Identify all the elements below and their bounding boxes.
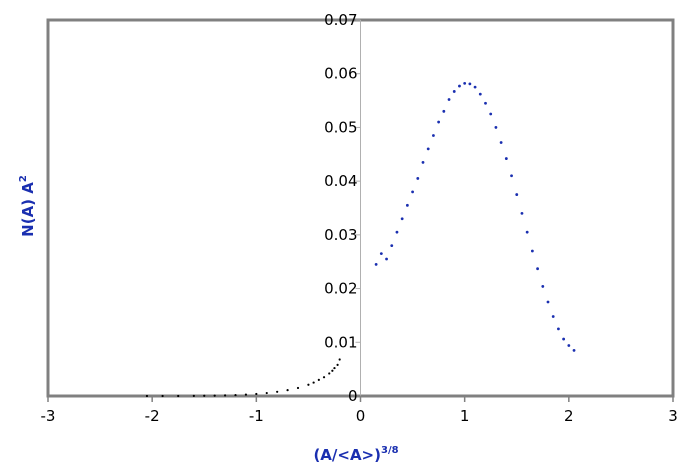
data-point <box>161 394 164 398</box>
data-point <box>525 230 529 234</box>
data-point <box>473 85 477 89</box>
data-point <box>203 394 206 397</box>
data-point <box>234 393 237 397</box>
y-tick-label: 0.02 <box>324 280 357 298</box>
data-point <box>499 141 503 144</box>
x-axis-title-text: (A/<A>) <box>313 446 381 464</box>
data-point <box>426 147 430 151</box>
x-tick-label: 0 <box>356 407 366 425</box>
data-point <box>322 376 326 379</box>
data-point <box>255 392 258 396</box>
data-point <box>562 337 566 341</box>
data-point <box>504 157 508 160</box>
data-point <box>510 174 513 178</box>
data-point <box>374 263 378 266</box>
data-point <box>567 344 571 347</box>
x-tick-label: 2 <box>564 407 574 425</box>
data-point <box>390 244 394 248</box>
data-point <box>468 82 472 86</box>
data-point <box>478 92 482 96</box>
y-axis-title-exponent: 2 <box>18 175 29 182</box>
data-point <box>333 366 336 370</box>
data-point <box>405 203 409 207</box>
data-point <box>572 348 576 352</box>
data-point <box>432 134 435 137</box>
data-point <box>551 315 555 318</box>
data-point <box>317 378 320 381</box>
data-point <box>546 300 550 304</box>
data-point <box>379 252 383 256</box>
y-tick-label: 0.06 <box>324 65 357 83</box>
y-tick-label: 0.03 <box>324 226 357 244</box>
data-point <box>452 90 456 93</box>
x-axis-title-exponent: 3/8 <box>381 445 399 456</box>
data-point <box>276 390 279 393</box>
marks-layer <box>145 81 576 398</box>
data-point <box>385 257 388 261</box>
y-tick-label: 0.05 <box>324 118 357 136</box>
data-point <box>265 391 268 395</box>
data-point <box>494 126 498 129</box>
data-point <box>312 381 315 384</box>
x-tick-label: -3 <box>41 407 56 425</box>
y-origin-label: 0 <box>348 387 358 405</box>
data-point <box>307 383 310 386</box>
data-point <box>463 81 467 85</box>
data-point <box>338 358 341 361</box>
data-point <box>331 369 334 372</box>
y-tick-label: 0.04 <box>324 172 357 190</box>
series-1 <box>145 358 341 398</box>
series-2 <box>374 81 576 352</box>
data-point <box>192 394 195 397</box>
data-point <box>296 386 300 390</box>
data-point <box>447 98 451 101</box>
x-tick-label: 1 <box>460 407 470 425</box>
data-point <box>437 120 441 124</box>
data-point <box>458 84 461 88</box>
data-point <box>400 217 404 221</box>
data-point <box>145 394 149 398</box>
data-point <box>484 101 487 105</box>
data-point <box>416 177 420 180</box>
data-point <box>421 160 425 164</box>
data-point <box>411 190 414 194</box>
data-point <box>223 394 227 397</box>
data-point <box>541 285 545 288</box>
data-point <box>515 193 519 196</box>
data-point <box>328 372 331 375</box>
y-tick-label: 0.01 <box>324 333 357 351</box>
data-point <box>244 393 248 396</box>
data-point <box>177 394 180 398</box>
x-tick-label: -2 <box>145 407 160 425</box>
x-tick-label: -1 <box>249 407 264 425</box>
data-point <box>530 249 534 253</box>
y-axis-title-text: N(A) A <box>19 182 37 237</box>
data-point <box>489 112 493 116</box>
data-point <box>442 109 446 113</box>
axes-layer: -3 -2 -1 0 1 2 3 0 0.01 0.02 0.03 0.04 0.05 0.06 0.07 <box>41 11 678 425</box>
data-point <box>520 211 524 215</box>
data-point <box>286 388 289 392</box>
x-axis-title: (A/<A>)3/8 <box>313 445 398 464</box>
y-axis-title: N(A) A2 <box>18 175 37 237</box>
x-tick-label: 3 <box>668 407 678 425</box>
data-point <box>336 363 339 366</box>
data-point <box>213 394 216 397</box>
y-tick-label: 0.07 <box>324 11 357 29</box>
data-point <box>536 267 539 271</box>
data-point <box>557 327 560 331</box>
data-point <box>395 230 399 234</box>
